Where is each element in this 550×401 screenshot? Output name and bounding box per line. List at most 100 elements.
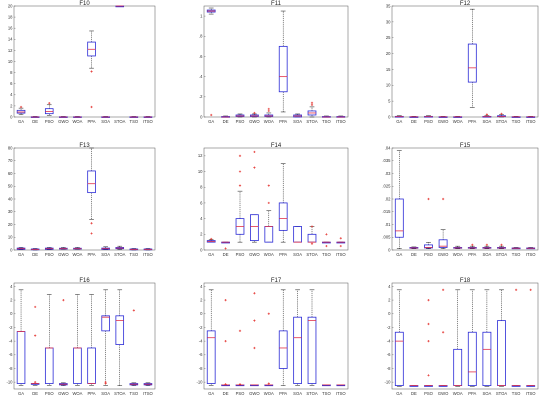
box-stoa: [115, 289, 125, 386]
y-tick-label: 2: [200, 297, 203, 302]
box-ga: [206, 289, 216, 386]
y-tick-label: 0: [200, 247, 203, 252]
box-itso: [526, 116, 536, 118]
box-de: [221, 241, 230, 250]
y-tick-label: .03: [385, 171, 391, 176]
box-gwo: [438, 197, 448, 249]
panel-title: F16: [79, 278, 90, 284]
box-soa: [101, 116, 110, 118]
axes-frame: [391, 5, 539, 118]
outlier-point: [253, 319, 256, 322]
x-tick-label: STOA: [496, 391, 508, 396]
y-tick-label: .04: [385, 145, 391, 150]
iqr-box: [101, 315, 110, 332]
outlier-point: [253, 292, 256, 295]
box-woa: [73, 116, 82, 118]
y-tick-label: -4: [387, 339, 391, 344]
y-tick-label: 0: [388, 311, 391, 316]
x-tick-label: WOA: [264, 119, 274, 124]
y-tick-label: .6: [199, 54, 203, 59]
outlier-point: [267, 382, 270, 385]
outlier-point: [485, 243, 488, 246]
x-tick-label: GA: [208, 391, 214, 396]
y-tick-label: .005: [382, 235, 391, 240]
y-tick-label: -10: [384, 380, 391, 385]
iqr-box: [264, 226, 274, 243]
x-tick-label: GWO: [58, 391, 69, 396]
box-pso: [424, 298, 433, 387]
box-pso: [424, 115, 433, 118]
y-tick-label: -4: [9, 339, 13, 344]
y-tick-label: 6: [10, 81, 13, 86]
box-stoa: [497, 243, 506, 249]
box-gwo: [250, 150, 259, 243]
axes-frame: [391, 282, 539, 390]
y-tick-label: 0: [200, 311, 203, 316]
y-tick-label: -2: [9, 325, 13, 330]
x-tick-label: PPA: [468, 252, 476, 257]
panel-f12: F12 0 5 10 15 20 25 30 35 GA DE PSO GWO WOA PPA SOA STOA…: [386, 1, 539, 124]
box-tso: [129, 309, 139, 386]
outlier-point: [253, 166, 256, 169]
x-tick-label: ITSO: [336, 252, 347, 257]
y-tick-label: 0: [10, 247, 13, 252]
y-tick-label: 20: [386, 51, 391, 56]
x-tick-label: GWO: [249, 119, 260, 124]
x-tick-label: SOA: [101, 391, 110, 396]
box-soa: [482, 113, 492, 118]
box-de: [30, 116, 40, 118]
box-ga: [206, 237, 216, 243]
y-tick-label: 12: [198, 153, 203, 158]
y-tick-label: .025: [382, 184, 391, 189]
outlier-point: [267, 201, 270, 205]
x-tick-label: GWO: [58, 252, 69, 257]
box-pso: [44, 294, 54, 386]
outlier-point: [310, 101, 314, 104]
x-tick-label: STOA: [496, 252, 508, 257]
y-tick-label: 0: [10, 311, 13, 316]
y-tick-label: 10: [198, 169, 203, 174]
iqr-box: [467, 43, 477, 83]
outlier-point: [19, 105, 23, 109]
x-tick-label: WOA: [453, 391, 463, 396]
x-tick-label: PPA: [88, 119, 96, 124]
x-tick-label: WOA: [453, 119, 463, 124]
axes-frame: [203, 5, 349, 118]
box-ga: [206, 7, 216, 117]
x-tick-label: DE: [223, 391, 229, 396]
x-tick-label: GWO: [438, 391, 449, 396]
box-de: [409, 385, 419, 387]
box-de: [30, 305, 40, 386]
y-tick-label: .4: [199, 74, 203, 79]
x-tick-label: STOA: [114, 119, 126, 124]
box-tso: [322, 115, 331, 118]
box-ppa: [467, 243, 477, 249]
box-itso: [336, 384, 346, 387]
outlier-point: [500, 112, 503, 115]
box-soa: [101, 246, 110, 250]
outlier-point: [442, 288, 445, 291]
box-ga: [16, 247, 26, 250]
axes-frame: [391, 147, 539, 251]
y-tick-label: -10: [196, 380, 203, 385]
box-ppa: [87, 294, 96, 386]
box-itso: [526, 288, 536, 387]
x-tick-label: TSO: [130, 391, 139, 396]
x-tick-label: GA: [18, 252, 24, 257]
iqr-box: [115, 315, 125, 345]
axes-frame: [203, 147, 349, 251]
box-ppa: [278, 289, 288, 386]
x-tick-label: DE: [411, 119, 417, 124]
outlier-point: [427, 197, 430, 201]
box-de: [30, 248, 40, 251]
iqr-box: [278, 45, 288, 93]
box-ppa: [467, 8, 477, 108]
y-tick-label: 0: [10, 114, 13, 119]
box-ppa: [278, 10, 288, 113]
outlier-point: [90, 70, 93, 73]
box-woa: [264, 184, 274, 243]
box-woa: [264, 312, 274, 387]
box-gwo: [438, 288, 448, 387]
y-tick-label: -10: [6, 380, 13, 385]
